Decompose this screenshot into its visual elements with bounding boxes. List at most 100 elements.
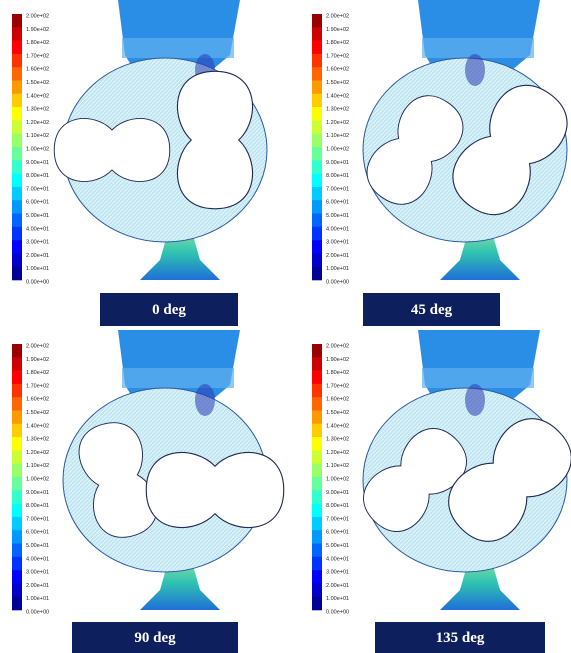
colorbar-label: 6.00e+01 xyxy=(326,530,349,536)
colorbar-segment xyxy=(312,357,322,371)
colorbar-label: 9.00e+01 xyxy=(326,490,349,496)
colorbar-segment xyxy=(12,227,22,241)
colorbar-segment xyxy=(12,200,22,214)
colorbar-segment xyxy=(312,530,322,544)
colorbar-label: 9.00e+01 xyxy=(326,160,349,166)
colorbar-segment xyxy=(12,14,22,28)
colorbar-segment xyxy=(312,253,322,267)
colorbar-label: 6.00e+01 xyxy=(26,200,49,206)
colorbar-label: 2.00e+02 xyxy=(326,343,349,349)
colorbar-label: 1.00e+01 xyxy=(26,266,49,272)
colorbar-label: 5.00e+01 xyxy=(326,213,349,219)
colorbar-segment xyxy=(312,200,322,214)
colorbar-segment xyxy=(312,450,322,464)
colorbar-label: 2.00e+01 xyxy=(326,253,349,259)
colorbar-segment xyxy=(312,214,322,228)
colorbar-label: 1.50e+02 xyxy=(326,410,349,416)
colorbar-label: 2.00e+01 xyxy=(26,253,49,259)
colorbar-segment xyxy=(312,120,322,134)
colorbar-label: 1.00e+02 xyxy=(326,146,349,152)
colorbar-segment xyxy=(12,174,22,188)
colorbar-segment xyxy=(312,544,322,558)
colorbar-label: 1.10e+02 xyxy=(326,133,349,139)
colorbar-label: 8.00e+01 xyxy=(326,503,349,509)
colorbar-segment xyxy=(312,570,322,584)
colorbar-label: 7.00e+01 xyxy=(26,516,49,522)
colorbar-label: 6.00e+01 xyxy=(26,530,49,536)
colorbar-label: 1.20e+02 xyxy=(326,450,349,456)
colorbar-label: 8.00e+01 xyxy=(326,173,349,179)
colorbar-label: 4.00e+01 xyxy=(26,226,49,232)
colorbar-label: 1.50e+02 xyxy=(326,80,349,86)
colorbar-segment xyxy=(12,134,22,148)
colorbar-segment xyxy=(312,240,322,254)
colorbar-segment xyxy=(12,94,22,108)
colorbar-segment xyxy=(312,187,322,201)
colorbar-label: 5.00e+01 xyxy=(326,543,349,549)
colorbar-segment xyxy=(12,54,22,68)
colorbar-label: 3.00e+01 xyxy=(26,240,49,246)
colorbar-segment xyxy=(312,344,322,358)
colorbar-segment xyxy=(312,14,322,28)
vortex xyxy=(465,54,485,86)
panel-label: 0 deg xyxy=(152,302,186,318)
colorbar-segment xyxy=(12,530,22,544)
colorbar-segment xyxy=(12,120,22,134)
colorbar-segment xyxy=(12,41,22,55)
colorbar-label: 7.00e+01 xyxy=(326,186,349,192)
colorbar-segment xyxy=(12,81,22,95)
colorbar-label: 8.00e+01 xyxy=(26,503,49,509)
colorbar-segment xyxy=(12,464,22,478)
colorbar-segment xyxy=(12,371,22,385)
colorbar-segment xyxy=(12,597,22,611)
colorbar-segment xyxy=(12,267,22,281)
colorbar-label: 1.30e+02 xyxy=(326,107,349,113)
colorbar-segment xyxy=(12,490,22,504)
colorbar-label: 0.00e+00 xyxy=(26,609,49,615)
colorbar-label: 1.90e+02 xyxy=(326,357,349,363)
colorbar-label: 1.00e+02 xyxy=(26,146,49,152)
colorbar-segment xyxy=(312,583,322,597)
colorbar-segment xyxy=(312,227,322,241)
panel: 2.00e+021.90e+021.80e+021.70e+021.60e+02… xyxy=(12,0,267,285)
colorbar-segment xyxy=(312,437,322,451)
colorbar-segment xyxy=(312,54,322,68)
colorbar-segment xyxy=(12,214,22,228)
colorbar-segment xyxy=(12,517,22,531)
page: {"colorbar": {"labels": ["2.00e+02", "1.… xyxy=(0,0,571,653)
colorbar-segment xyxy=(12,450,22,464)
colorbar-label: 1.30e+02 xyxy=(26,437,49,443)
colorbar-segment xyxy=(12,27,22,41)
colorbar-segment xyxy=(12,397,22,411)
colorbar-segment xyxy=(312,397,322,411)
colorbar-label: 2.00e+02 xyxy=(26,13,49,19)
colorbar-label: 1.50e+02 xyxy=(26,80,49,86)
vortex xyxy=(465,384,485,416)
colorbar-segment xyxy=(12,570,22,584)
colorbar-label: 1.60e+02 xyxy=(326,397,349,403)
colorbar-label: 1.80e+02 xyxy=(26,40,49,46)
colorbar-label: 6.00e+01 xyxy=(326,200,349,206)
colorbar-label: 1.60e+02 xyxy=(26,67,49,73)
colorbar-segment xyxy=(12,253,22,267)
colorbar-label: 7.00e+01 xyxy=(26,186,49,192)
colorbar-label: 1.80e+02 xyxy=(326,370,349,376)
colorbar-label: 4.00e+01 xyxy=(26,556,49,562)
panel: 2.00e+02 1.90e+02 1.80e+02 1.70e+02 1.60e+02… xyxy=(312,330,571,615)
colorbar-segment xyxy=(312,517,322,531)
colorbar-label: 1.70e+02 xyxy=(326,383,349,389)
colorbar-label: 1.80e+02 xyxy=(26,370,49,376)
panel: 2.00e+021.90e+021.80e+021.70e+021.60e+02… xyxy=(312,0,571,285)
colorbar-label: 2.00e+02 xyxy=(326,13,349,19)
colorbar-segment xyxy=(12,344,22,358)
colorbar-segment xyxy=(312,557,322,571)
inlet-band xyxy=(122,368,234,388)
colorbar-segment xyxy=(12,437,22,451)
colorbar-label: 1.40e+02 xyxy=(26,423,49,429)
colorbar-segment xyxy=(312,504,322,518)
colorbar-label: 1.00e+01 xyxy=(26,596,49,602)
panel: 2.00e+021.90e+021.80e+021.70e+021.60e+02… xyxy=(12,330,284,615)
colorbar-label: 1.90e+02 xyxy=(26,27,49,33)
panel-label: 90 deg xyxy=(134,630,176,646)
colorbar-segment xyxy=(12,477,22,491)
